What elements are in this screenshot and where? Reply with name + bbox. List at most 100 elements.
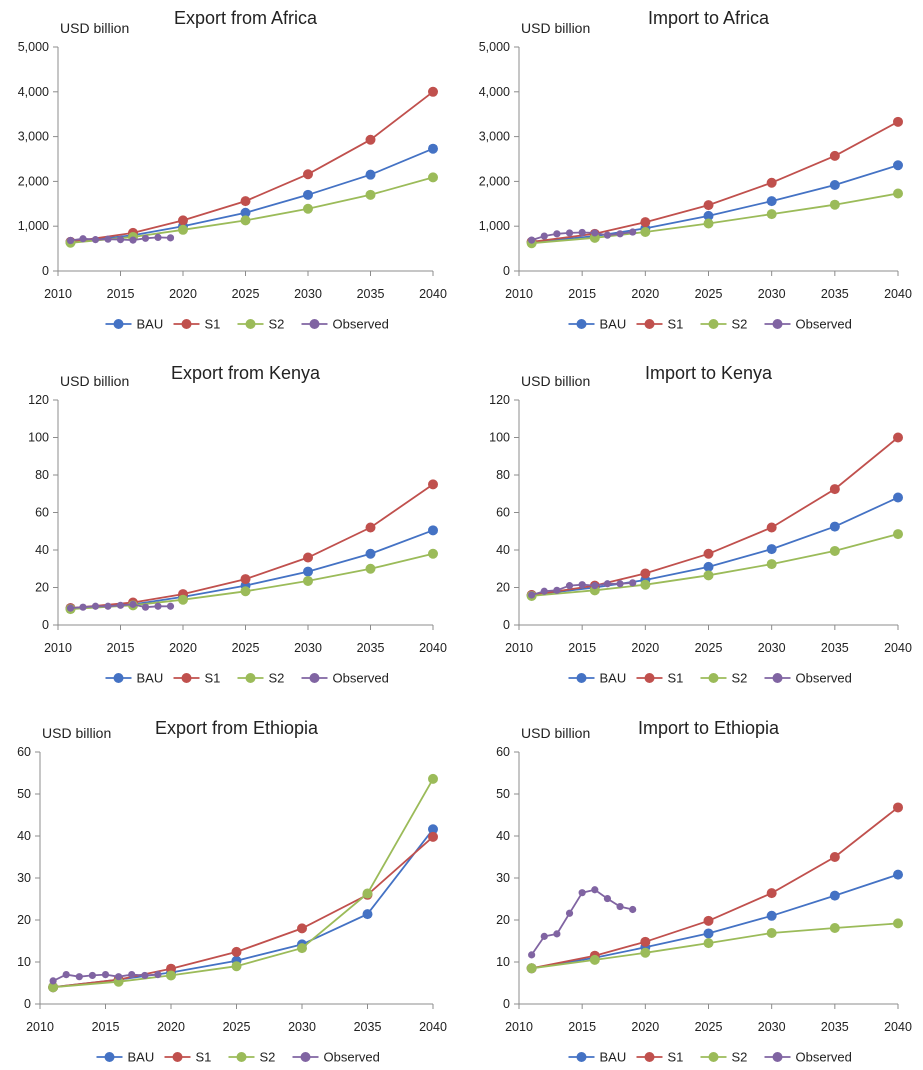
y-tick-label: 40: [496, 829, 510, 843]
data-point-observed: [62, 971, 70, 979]
legend-label-s2: S2: [732, 317, 748, 332]
legend-marker-s2: [708, 1052, 719, 1062]
series-observed: [49, 971, 162, 985]
y-tick-label: 40: [496, 543, 510, 557]
legend-marker-bau: [576, 673, 587, 683]
data-point-observed: [553, 930, 561, 938]
series-s2: [48, 773, 438, 993]
data-point-s1: [640, 568, 651, 579]
data-point-s2: [178, 224, 188, 235]
data-point-s2: [829, 545, 840, 556]
data-point-observed: [540, 587, 548, 595]
series-s1: [65, 86, 438, 247]
y-tick-label: 10: [496, 955, 510, 969]
legend-marker-s1: [181, 673, 192, 683]
y-tick-label: 60: [17, 745, 31, 759]
chart-title: Export from Africa: [174, 8, 318, 28]
x-tick-label: 2035: [821, 287, 849, 301]
data-point-observed: [141, 971, 149, 980]
data-point-s1: [428, 86, 438, 97]
data-point-s2: [703, 570, 714, 581]
data-point-observed: [88, 971, 96, 980]
data-point-observed: [629, 228, 637, 236]
legend-marker-s1: [181, 319, 192, 329]
data-point-observed: [166, 602, 175, 610]
x-tick-label: 2030: [758, 1020, 786, 1034]
x-tick-label: 2025: [232, 641, 260, 655]
y-tick-label: 50: [17, 787, 31, 801]
legend-marker-observed: [309, 319, 320, 329]
x-tick-label: 2020: [169, 287, 197, 301]
data-point-bau: [240, 207, 251, 218]
x-tick-label: 2040: [419, 641, 447, 655]
data-point-s2: [303, 203, 313, 214]
x-tick-label: 2025: [223, 1020, 251, 1034]
data-point-s2: [428, 773, 438, 784]
y-unit-label: USD billion: [521, 20, 590, 36]
x-tick-label: 2030: [294, 287, 322, 301]
y-tick-label: 20: [35, 581, 49, 595]
y-tick-label: 4,000: [18, 85, 49, 99]
legend-label-s1: S1: [668, 671, 684, 686]
chart-panel-export-from-ethiopia: Export from Ethiopia USD billion 0 10 20 30 40…: [0, 710, 462, 1065]
legend-label-bau: BAU: [600, 671, 627, 686]
series-s2: [526, 188, 903, 249]
data-point-s1: [178, 215, 188, 226]
legend-marker-s1: [644, 673, 655, 683]
data-point-s1: [829, 484, 840, 495]
data-point-bau: [303, 189, 313, 200]
data-point-observed: [553, 230, 561, 238]
x-tick-label: 2025: [232, 287, 260, 301]
data-point-observed: [553, 586, 561, 594]
x-tick-label: 2040: [884, 1020, 912, 1034]
legend-label-observed: Observed: [796, 317, 852, 332]
x-tick-label: 2035: [821, 641, 849, 655]
x-tick-label: 2020: [631, 641, 659, 655]
series-observed: [528, 228, 637, 244]
data-point-s1: [297, 923, 307, 934]
y-tick-label: 1,000: [18, 219, 49, 233]
data-point-s1: [303, 552, 313, 563]
y-tick-label: 30: [17, 871, 31, 885]
data-point-s2: [766, 559, 777, 570]
data-point-bau: [766, 544, 777, 555]
x-tick-label: 2030: [288, 1020, 316, 1034]
series-bau: [65, 525, 438, 614]
data-point-observed: [578, 889, 586, 897]
data-point-bau: [766, 910, 777, 921]
series-line-s1: [531, 806, 899, 970]
data-point-observed: [603, 894, 612, 903]
legend-label-s2: S2: [269, 671, 285, 686]
y-tick-label: 0: [503, 618, 510, 632]
data-point-observed: [565, 909, 574, 917]
series-observed: [66, 233, 175, 245]
legend-label-bau: BAU: [600, 1050, 627, 1065]
data-point-s1: [640, 217, 651, 228]
legend-label-s1: S1: [196, 1050, 212, 1065]
data-point-bau: [893, 160, 903, 171]
y-unit-label: USD billion: [521, 373, 590, 389]
y-tick-label: 1,000: [479, 219, 510, 233]
data-point-s1: [640, 936, 651, 947]
data-point-observed: [141, 603, 150, 611]
x-tick-label: 2020: [631, 287, 659, 301]
y-tick-label: 50: [496, 787, 510, 801]
legend-label-observed: Observed: [333, 317, 389, 332]
data-point-observed: [49, 977, 57, 985]
chart-panel-export-from-kenya: Export from Kenya USD billion 0 20 40 60 80 100…: [0, 355, 462, 710]
data-point-observed: [141, 234, 150, 242]
chart-svg: Import to Africa USD billion 0 1,000 2,000 3,…: [479, 8, 912, 332]
data-point-s1: [766, 888, 777, 899]
y-tick-label: 100: [28, 431, 49, 445]
data-point-s1: [240, 574, 251, 585]
x-tick-label: 2035: [357, 287, 385, 301]
series-line-s2: [531, 922, 899, 970]
data-point-observed: [528, 236, 536, 244]
y-tick-label: 3,000: [479, 130, 510, 144]
data-point-observed: [129, 600, 137, 608]
data-point-s1: [893, 432, 903, 443]
series-bau: [48, 824, 438, 993]
legend-label-bau: BAU: [137, 671, 164, 686]
x-tick-label: 2025: [695, 1020, 723, 1034]
